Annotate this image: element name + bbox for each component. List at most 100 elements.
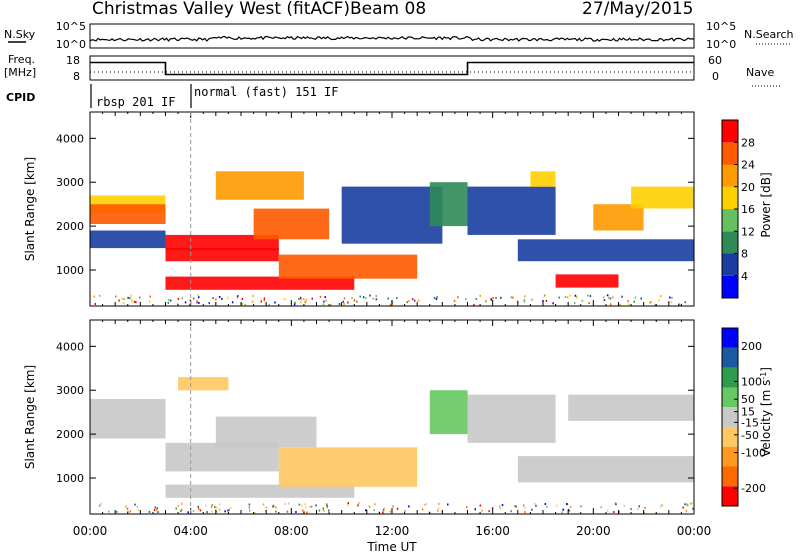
velocity-speckle [692,507,694,510]
power-band [165,276,355,290]
power-ytick-label: 2000 [56,220,84,233]
power-speckle [609,297,612,300]
velocity-speckle [180,510,182,513]
power-ylabel: Slant Range [km] [23,157,37,261]
power-speckle [375,298,378,301]
power-speckle [196,301,198,304]
velocity-speckle [691,502,693,505]
power-speckle [375,295,377,297]
velocity-speckle [491,506,494,509]
velocity-colorbar-tick-label: -50 [741,429,759,442]
velocity-speckle [199,509,202,512]
velocity-speckle [156,507,159,510]
power-speckle [237,295,239,297]
velocity-speckle [501,504,504,507]
velocity-data-layer [90,377,694,514]
power-speckle [149,295,151,298]
velocity-speckle [318,509,321,512]
velocity-speckle [175,507,177,510]
velocity-speckle [154,506,157,509]
power-speckle [311,297,313,300]
x-axis: 00:00 04:00 08:00 12:00 16:00 20:00 00:00 [73,524,712,538]
power-ytick-label: 1000 [56,264,84,277]
power-speckle [558,296,560,299]
velocity-speckle [347,502,349,505]
velocity-speckle [408,505,410,508]
power-speckle [479,294,481,297]
power-speckle [524,295,526,298]
power-speckle [208,302,210,305]
velocity-speckle [181,502,183,505]
power-speckle [365,297,367,300]
velocity-speckle [323,509,325,512]
power-speckle [122,302,125,304]
power-speckle [129,297,131,300]
velocity-speckle [302,509,304,512]
velocity-speckle [684,503,686,506]
power-speckle [226,296,229,299]
velocity-speckle [286,510,289,513]
velocity-band [215,416,317,448]
velocity-band [178,377,229,391]
power-colorbar-swatch [722,253,738,276]
nsky-tick-top: 10^5 [56,20,86,33]
power-speckle [659,295,662,298]
power-speckle [564,296,567,298]
power-colorbar-tick-label: 28 [741,136,755,149]
velocity-speckle [638,505,640,508]
power-speckle [197,294,199,297]
power-speckle [298,298,300,301]
velocity-band [429,390,468,435]
power-speckle [268,303,270,306]
velocity-colorbar-label-main: Velocity [m s [759,380,773,457]
power-speckle [475,297,478,300]
power-speckle [130,294,132,297]
velocity-colorbar-tick-label: 200 [741,340,762,353]
power-speckle [198,296,200,299]
power-data-layer [90,171,694,306]
power-speckle [457,296,459,299]
power-speckle [135,301,137,304]
power-colorbar-swatch [722,209,738,232]
power-speckle [322,303,325,306]
figure-title: Christmas Valley West (fitACF) [92,0,350,19]
velocity-speckle [685,510,688,513]
velocity-speckle [396,507,399,510]
velocity-speckle [300,504,303,507]
velocity-speckle [125,505,127,508]
power-speckle [353,299,356,302]
power-band [90,204,166,224]
power-band [215,171,304,200]
velocity-speckle [630,508,632,510]
velocity-speckle [315,504,317,507]
velocity-speckle [326,503,328,506]
velocity-speckle [272,504,275,507]
velocity-speckle [382,511,384,514]
power-speckle [198,301,200,304]
velocity-speckle [392,505,394,508]
power-speckle [343,302,345,305]
power-speckle [252,294,254,297]
power-speckle [263,297,266,300]
power-band [517,239,694,262]
velocity-speckle [437,507,440,510]
velocity-speckle [218,508,221,511]
velocity-speckle [421,508,424,511]
velocity-speckle [157,511,159,514]
velocity-speckle [126,507,129,510]
velocity-speckle [544,503,547,505]
power-speckle [516,300,519,303]
power-speckle [574,302,576,305]
power-speckle [260,300,262,303]
power-ytick-label: 3000 [56,176,84,189]
power-speckle [670,301,673,304]
power-speckle [433,296,436,299]
power-speckle [193,297,195,300]
x-tick-label: 00:00 [73,524,108,538]
velocity-speckle [284,503,286,505]
freq-tick-bottom: 8 [73,70,80,83]
power-speckle [305,299,308,301]
nave-tick-top: 60 [708,54,722,67]
power-speckle [356,300,358,303]
velocity-speckle [218,503,221,506]
